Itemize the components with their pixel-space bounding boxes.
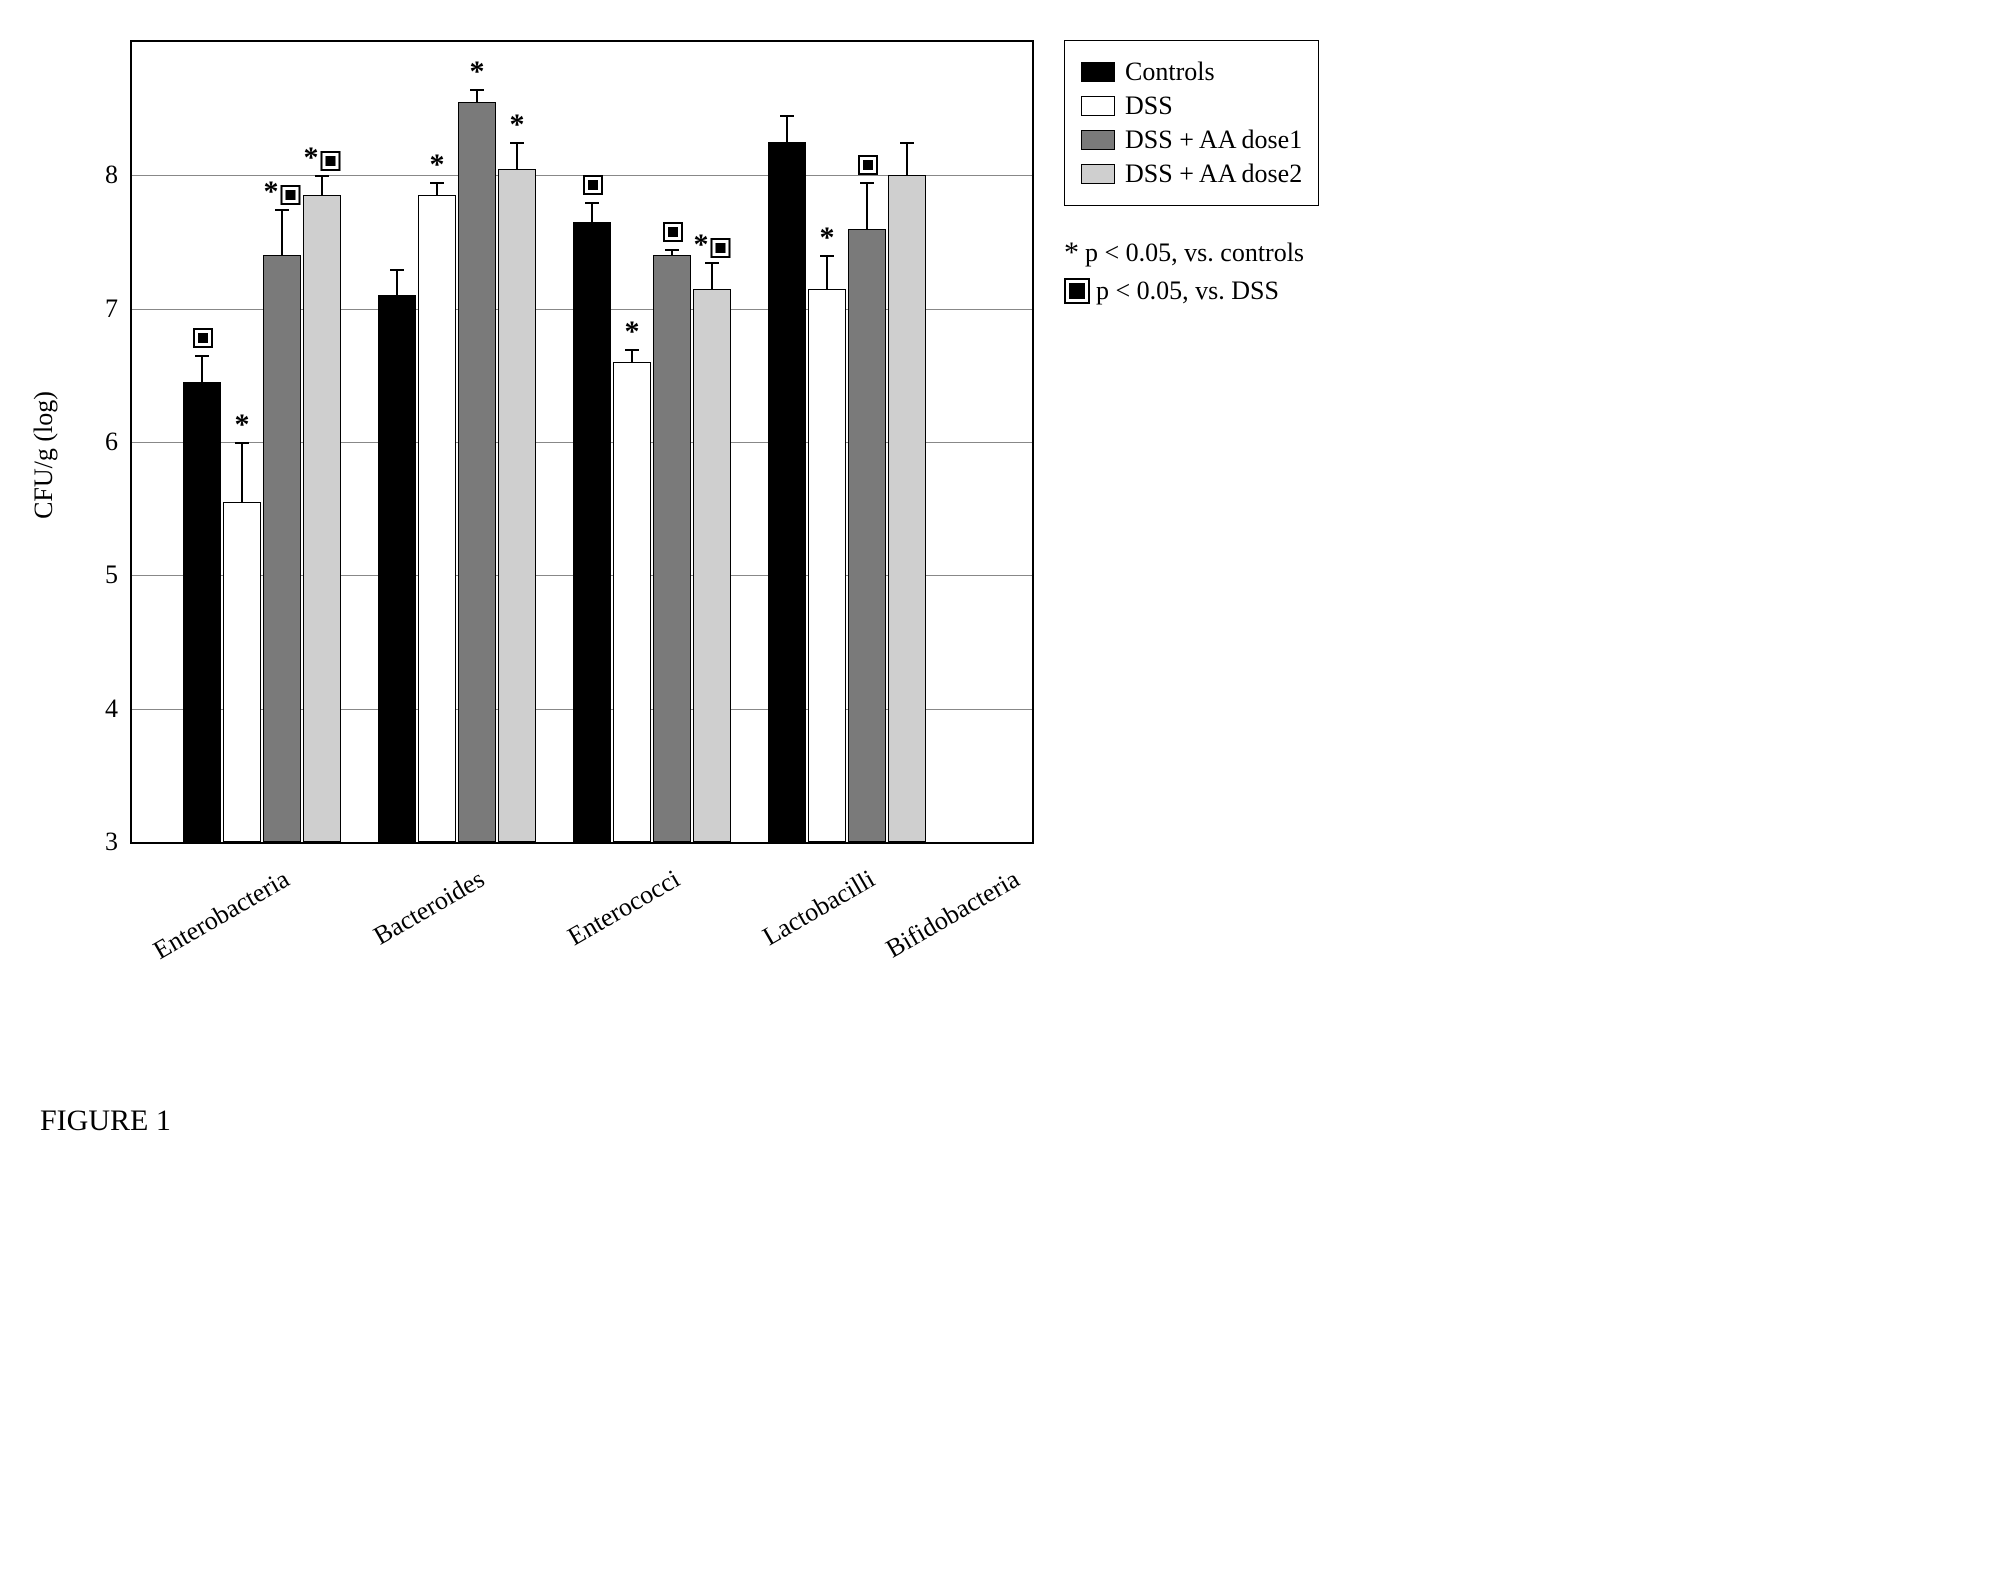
legend-swatch xyxy=(1081,96,1115,116)
bar xyxy=(653,255,691,842)
y-tick-label: 5 xyxy=(105,560,118,590)
bar xyxy=(888,175,926,842)
error-bar xyxy=(906,142,908,175)
error-bar xyxy=(321,175,323,195)
bar xyxy=(498,169,536,842)
significance-marker: * xyxy=(430,148,445,182)
side-panel: ControlsDSSDSS + AA dose1DSS + AA dose2 … xyxy=(1064,40,1319,312)
error-bar xyxy=(396,269,398,296)
legend-item: DSS + AA dose1 xyxy=(1081,125,1302,155)
y-tick-label: 8 xyxy=(105,160,118,190)
error-bar xyxy=(866,182,868,229)
bar xyxy=(458,102,496,842)
error-cap xyxy=(665,249,679,251)
significance-marker: * xyxy=(625,315,640,349)
annotation-text-2: p < 0.05, vs. DSS xyxy=(1096,276,1279,306)
legend-swatch xyxy=(1081,164,1115,184)
legend-item: Controls xyxy=(1081,57,1302,87)
significance-marker xyxy=(191,321,213,351)
legend-label: DSS + AA dose2 xyxy=(1125,159,1302,189)
y-tick-label: 3 xyxy=(105,827,118,857)
error-cap xyxy=(510,142,524,144)
legend-label: Controls xyxy=(1125,57,1215,87)
y-tick-label: 6 xyxy=(105,427,118,457)
legend: Controls DSS DSS + AA dose1 DSS + AA dose2 xyxy=(1064,40,1319,206)
error-bar xyxy=(786,115,788,142)
legend-label: DSS + AA dose1 xyxy=(1125,125,1302,155)
error-cap xyxy=(860,182,874,184)
asterisk-symbol: * xyxy=(1064,236,1079,270)
significance-marker: * xyxy=(304,141,341,175)
significance-marker xyxy=(581,168,603,198)
annotation-vs-dss: p < 0.05, vs. DSS xyxy=(1064,276,1319,306)
error-bar xyxy=(241,442,243,502)
bar xyxy=(183,382,221,842)
error-cap xyxy=(390,269,404,271)
error-cap xyxy=(315,175,329,177)
x-tick-label: Bifidobacteria xyxy=(881,864,1025,964)
bar xyxy=(378,295,416,842)
figure-caption: FIGURE 1 xyxy=(40,1104,1971,1138)
bar xyxy=(573,222,611,842)
annotation-text-1: p < 0.05, vs. controls xyxy=(1085,238,1304,268)
significance-annotations: * p < 0.05, vs. controls p < 0.05, vs. D… xyxy=(1064,236,1319,306)
x-tick-label: Bacteroides xyxy=(369,864,490,951)
annotation-vs-controls: * p < 0.05, vs. controls xyxy=(1064,236,1319,270)
error-cap xyxy=(625,349,639,351)
error-bar xyxy=(711,262,713,289)
x-tick-label: Enterococci xyxy=(562,864,685,952)
significance-marker xyxy=(856,148,878,178)
error-cap xyxy=(820,255,834,257)
significance-marker: * xyxy=(510,108,525,142)
legend-item: DSS xyxy=(1081,91,1302,121)
figure-container: CFU/g (log) ********* 345678 Enterobacte… xyxy=(40,40,1971,1024)
error-cap xyxy=(195,355,209,357)
error-cap xyxy=(235,442,249,444)
y-tick-label: 4 xyxy=(105,694,118,724)
y-axis-label: CFU/g (log) xyxy=(29,391,59,519)
bar xyxy=(768,142,806,842)
error-bar xyxy=(281,209,283,256)
error-bar xyxy=(826,255,828,288)
error-bar xyxy=(201,355,203,382)
error-cap xyxy=(275,209,289,211)
bar xyxy=(418,195,456,842)
error-cap xyxy=(705,262,719,264)
significance-marker: * xyxy=(264,175,301,209)
x-axis-labels: Enterobacteria Bacteroides Enterococci Lact… xyxy=(130,844,1030,1024)
bar xyxy=(263,255,301,842)
error-bar xyxy=(591,202,593,222)
bar xyxy=(303,195,341,842)
bar xyxy=(693,289,731,842)
bar xyxy=(808,289,846,842)
significance-marker: * xyxy=(820,221,835,255)
legend-item: DSS + AA dose2 xyxy=(1081,159,1302,189)
error-cap xyxy=(900,142,914,144)
plot-area: ********* xyxy=(132,42,1032,842)
legend-swatch xyxy=(1081,130,1115,150)
x-tick-label: Enterobacteria xyxy=(149,864,295,966)
x-tick-label: Lactobacilli xyxy=(757,864,880,952)
error-cap xyxy=(585,202,599,204)
significance-marker: * xyxy=(235,408,250,442)
significance-marker xyxy=(661,215,683,245)
error-cap xyxy=(430,182,444,184)
error-bar xyxy=(516,142,518,169)
error-cap xyxy=(780,115,794,117)
chart-box: ********* 345678 xyxy=(130,40,1034,844)
legend-swatch xyxy=(1081,62,1115,82)
bar xyxy=(223,502,261,842)
bar xyxy=(613,362,651,842)
significance-marker: * xyxy=(694,228,731,262)
legend-label: DSS xyxy=(1125,91,1173,121)
bar xyxy=(848,229,886,842)
significance-marker: * xyxy=(470,55,485,89)
y-tick-label: 7 xyxy=(105,294,118,324)
chart-wrapper: CFU/g (log) ********* 345678 Enterobacte… xyxy=(40,40,1034,1024)
square-dss-symbol xyxy=(1064,278,1090,304)
error-cap xyxy=(470,89,484,91)
